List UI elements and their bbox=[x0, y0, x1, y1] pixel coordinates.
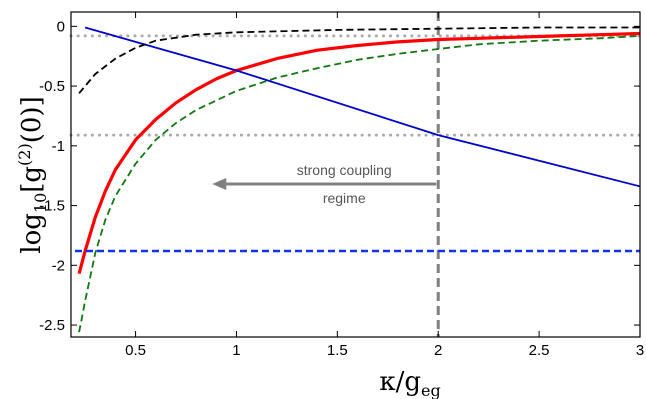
y-axis-label: log10[g(2)(0)] bbox=[15, 96, 50, 253]
annotation-text-line-1: strong coupling bbox=[297, 162, 392, 178]
ticks-layer: 0.5 1 1.5 2 2.5 3 0 -0.5 -1 -1.5 -2 -2.5 bbox=[39, 12, 644, 359]
y-label-sub: 10 bbox=[31, 193, 50, 213]
y-tick-label: -2 bbox=[52, 257, 65, 274]
y-label-mid: [g bbox=[17, 166, 47, 193]
x-tick-label: 3 bbox=[636, 342, 644, 359]
y-tick-label: 0 bbox=[57, 18, 65, 35]
series-line-2 bbox=[84, 26, 641, 188]
y-tick-label: -2.5 bbox=[39, 317, 65, 334]
annotation-arrow-head bbox=[212, 178, 227, 191]
y-tick-label: -1 bbox=[52, 138, 65, 155]
x-axis-label: κ/geg bbox=[379, 367, 440, 399]
x-label-main: κ/g bbox=[379, 367, 421, 397]
annotation-layer: strong coupling regime bbox=[212, 162, 437, 206]
x-tick-label: 1 bbox=[232, 342, 240, 359]
y-label-sup: (2) bbox=[15, 143, 34, 166]
x-tick-label: 2 bbox=[434, 342, 442, 359]
y-label-suffix: (0)] bbox=[17, 96, 47, 143]
series-line-4 bbox=[78, 35, 641, 333]
series-line-1 bbox=[77, 31, 641, 275]
y-tick-label: -1.5 bbox=[39, 198, 65, 215]
plot-frame bbox=[70, 11, 641, 338]
x-tick-label: 2.5 bbox=[529, 342, 550, 359]
x-tick-label: 1.5 bbox=[327, 342, 348, 359]
series-layer bbox=[75, 26, 641, 333]
x-label-sub: eg bbox=[421, 381, 441, 399]
y-tick-label: -0.5 bbox=[39, 78, 65, 95]
annotation-text-line-2: regime bbox=[323, 190, 366, 206]
series-line-3 bbox=[78, 26, 640, 94]
x-tick-label: 0.5 bbox=[125, 342, 146, 359]
reference-lines bbox=[69, 12, 642, 337]
y-label-prefix: log bbox=[17, 213, 47, 254]
